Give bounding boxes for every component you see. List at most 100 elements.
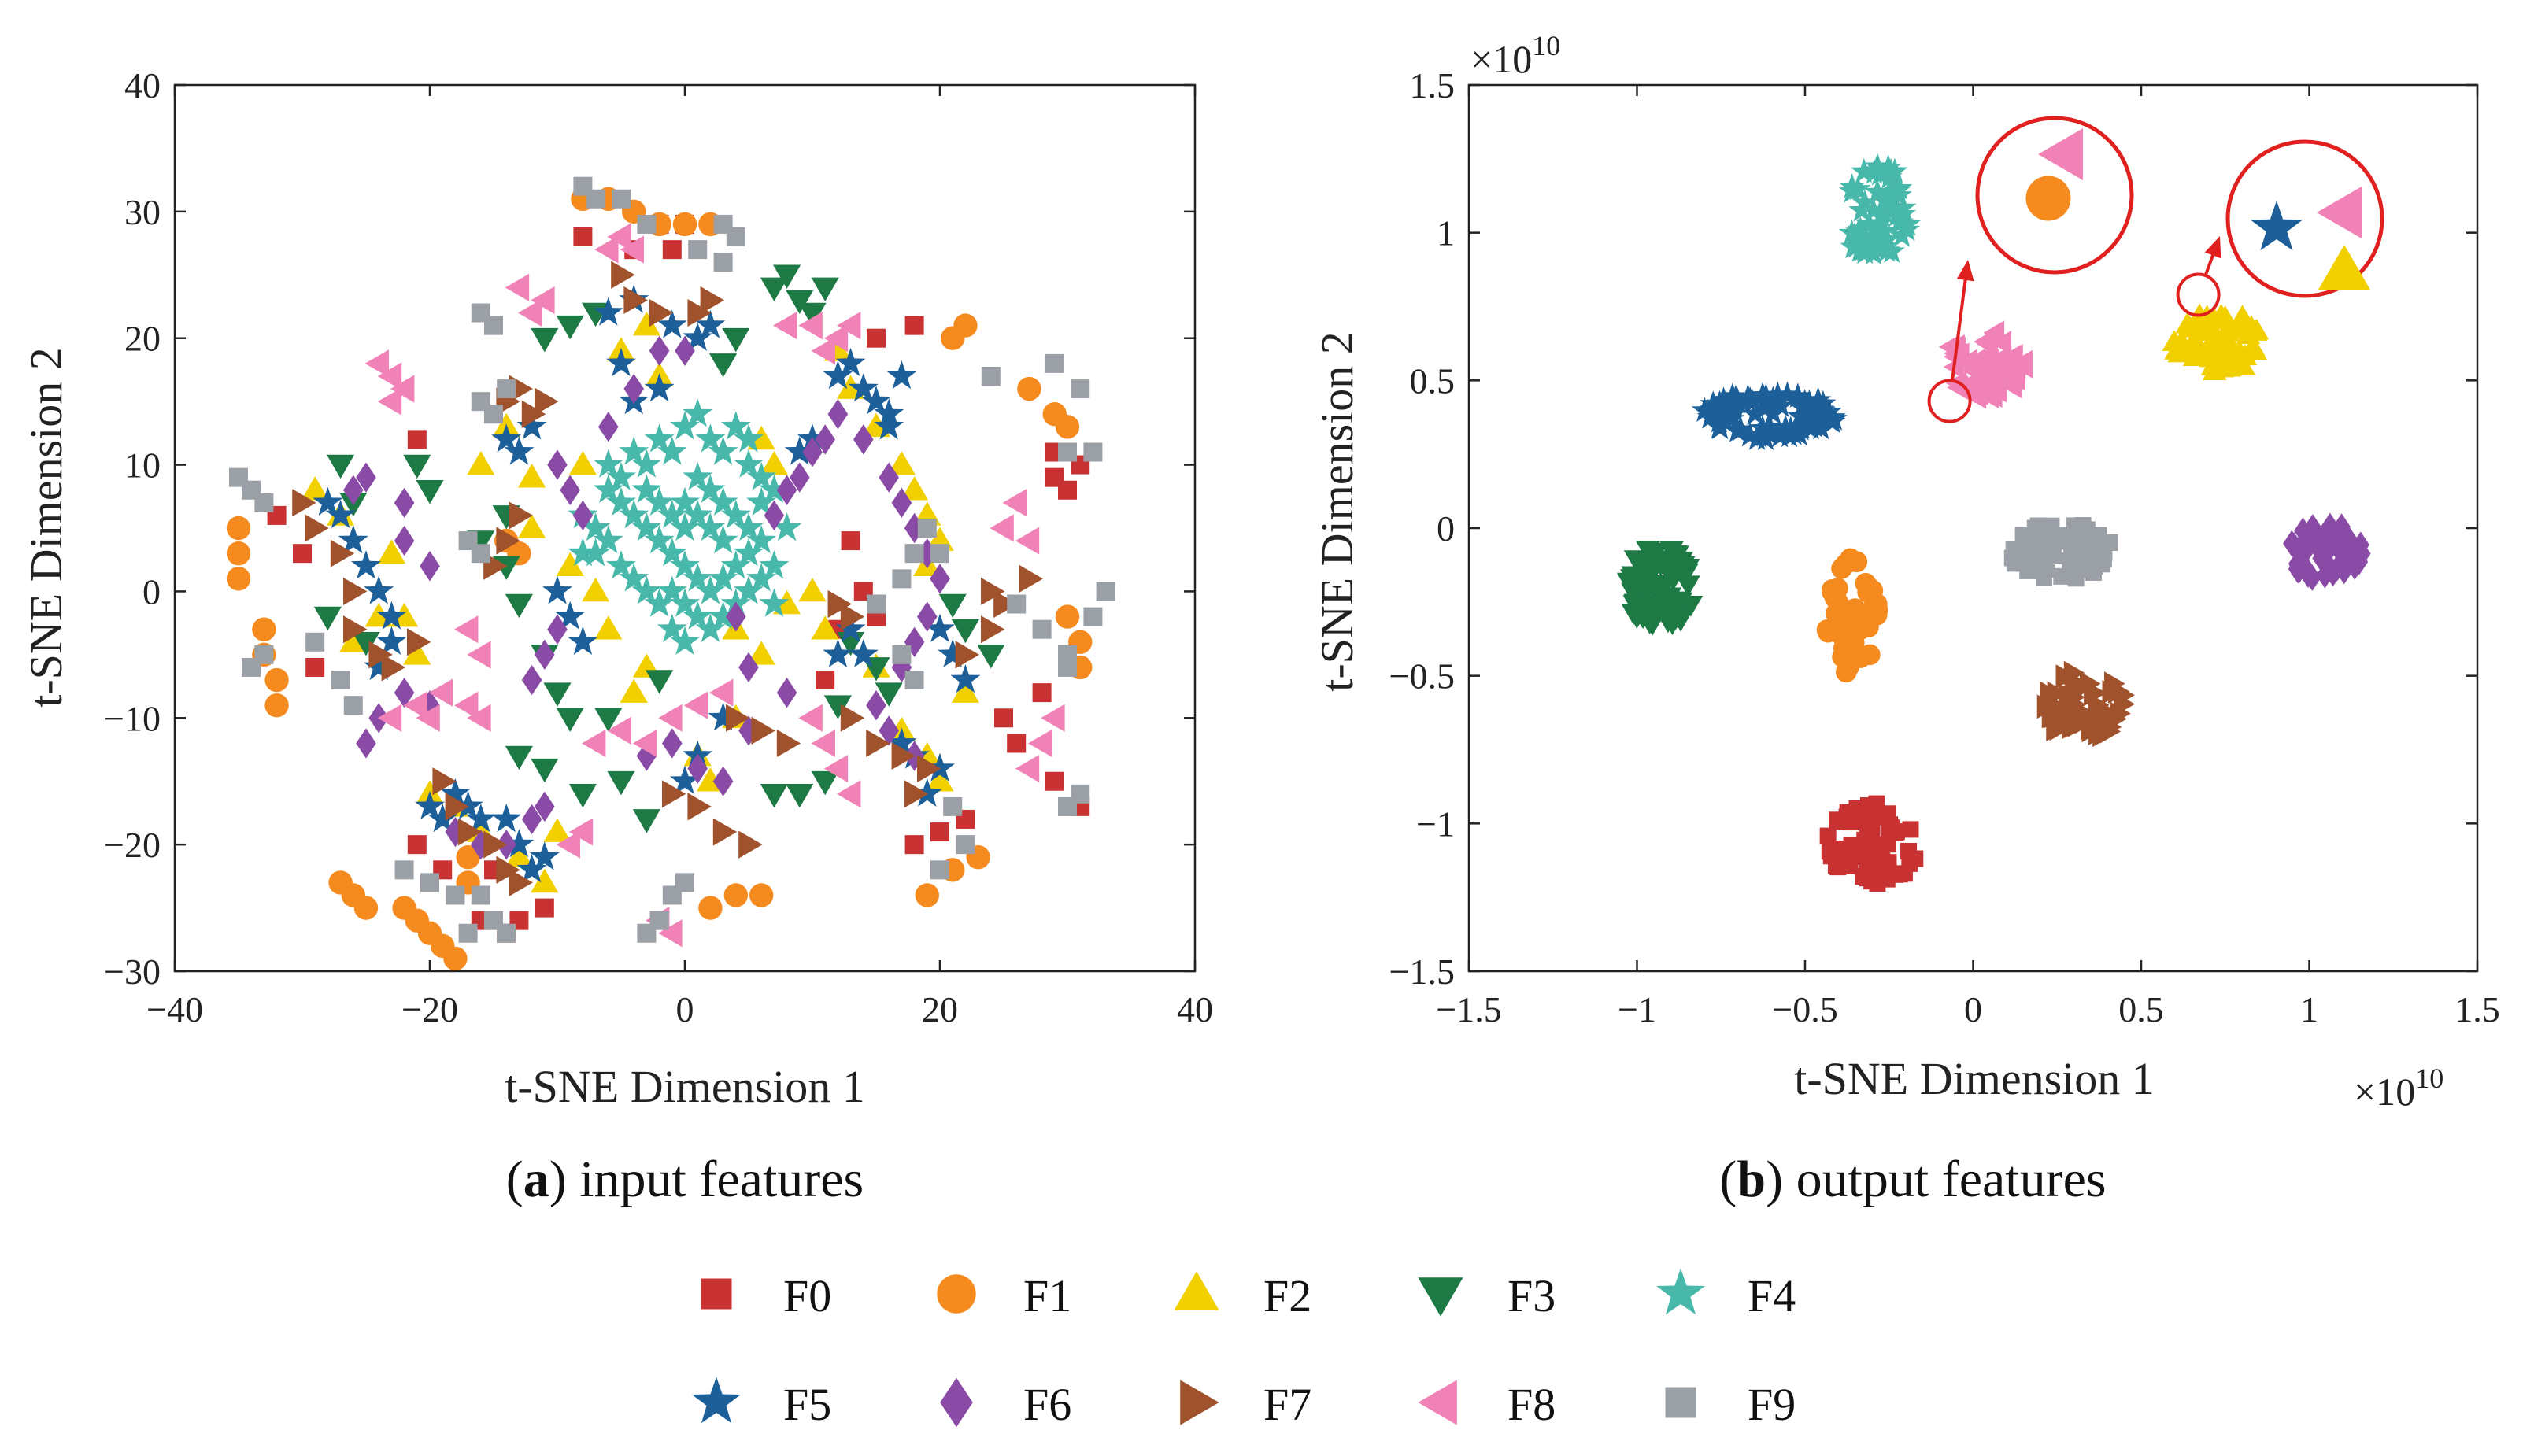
point-f7 <box>700 286 724 315</box>
point-f3 <box>760 784 788 808</box>
point-f6 <box>802 437 823 467</box>
point-f4 <box>644 525 675 554</box>
point-f4 <box>1848 236 1876 262</box>
point-f4 <box>1864 153 1891 179</box>
point-f5 <box>1801 412 1828 438</box>
point-f8 <box>2004 357 2026 382</box>
point-f9 <box>904 671 924 690</box>
point-f8 <box>1002 489 1027 517</box>
point-f9 <box>2036 569 2053 586</box>
point-f7 <box>981 577 1005 606</box>
point-f9 <box>343 696 363 715</box>
point-f3 <box>327 454 355 479</box>
point-f4 <box>720 499 751 529</box>
point-f2 <box>798 577 827 602</box>
point-f2 <box>518 514 546 538</box>
point-f3 <box>1666 591 1691 613</box>
point-f4 <box>759 588 790 617</box>
point-f4 <box>746 461 777 490</box>
panel-b-xtick-label: 0 <box>1964 989 1982 1029</box>
point-f7 <box>368 641 393 669</box>
point-f7 <box>292 489 316 517</box>
point-f5 <box>325 499 356 529</box>
point-f3 <box>773 264 801 289</box>
point-f7 <box>891 741 916 770</box>
point-f9 <box>930 544 949 564</box>
point-f8 <box>658 704 683 732</box>
point-f6 <box>598 412 619 442</box>
point-f9 <box>497 923 516 943</box>
point-f4 <box>708 601 738 630</box>
point-f9 <box>458 923 478 943</box>
point-f9 <box>930 860 949 880</box>
point-f5 <box>1785 382 1811 408</box>
point-f1 <box>1844 598 1866 619</box>
point-f4 <box>670 550 700 579</box>
point-f6 <box>521 804 542 835</box>
point-f6 <box>2332 519 2350 547</box>
panel-a-ylabel: t-SNE Dimension 2 <box>20 347 72 708</box>
point-f9 <box>612 189 631 209</box>
zoom-marker-f5 <box>2250 201 2303 251</box>
point-f8 <box>620 235 644 264</box>
point-f3 <box>568 784 597 808</box>
point-f1 <box>264 693 289 718</box>
point-f3 <box>1621 604 1646 625</box>
point-f2 <box>556 552 584 577</box>
point-f6 <box>535 639 555 671</box>
panel-a-xtick-label: −40 <box>146 989 203 1029</box>
point-f4 <box>771 512 802 541</box>
point-f5 <box>861 386 891 415</box>
legend-item-f9: F9 <box>1665 1379 1796 1430</box>
panel-b-x-multiplier: ×1010 <box>2354 1062 2443 1114</box>
point-f2 <box>2188 336 2212 358</box>
panel-b-caption: (b) output features <box>1719 1151 2106 1208</box>
point-f3 <box>531 758 559 783</box>
point-f3 <box>1675 575 1700 597</box>
point-f7 <box>2098 714 2119 739</box>
point-f6 <box>764 500 785 531</box>
point-f7 <box>751 716 775 745</box>
point-f5 <box>1706 407 1733 433</box>
point-f4 <box>683 499 713 529</box>
zoom-marker-f2 <box>2318 245 2370 290</box>
point-f4 <box>1864 178 1891 204</box>
panel-a-ytick-label: 40 <box>124 65 161 105</box>
point-f9 <box>2019 562 2036 579</box>
point-f7 <box>2061 715 2083 740</box>
point-f8 <box>416 704 440 732</box>
point-f2 <box>926 767 954 792</box>
point-f5 <box>1819 404 1846 429</box>
point-f7 <box>738 830 763 859</box>
point-f8 <box>709 678 734 707</box>
point-f0 <box>994 708 1013 728</box>
point-f4 <box>657 575 687 604</box>
point-f4 <box>1857 225 1884 251</box>
legend-item-f6: F6 <box>940 1377 1071 1430</box>
point-f0 <box>1863 819 1881 836</box>
point-f6 <box>394 487 415 519</box>
point-f5 <box>542 575 572 604</box>
point-f5 <box>938 638 968 667</box>
point-f5 <box>1759 400 1786 425</box>
point-f7 <box>981 615 1005 644</box>
point-f1 <box>749 883 774 907</box>
point-f0 <box>1879 836 1896 853</box>
point-f8 <box>2001 374 2022 399</box>
point-f9 <box>1083 607 1103 626</box>
legend-item-f7: F7 <box>1180 1379 1311 1430</box>
legend-marker-f6 <box>940 1377 973 1428</box>
point-f3 <box>977 645 1005 669</box>
point-f0 <box>1045 771 1064 791</box>
point-f4 <box>683 461 713 490</box>
point-f7 <box>2088 693 2110 718</box>
point-f0 <box>535 898 554 918</box>
point-f0 <box>1834 852 1851 869</box>
legend-item-f1: F1 <box>937 1270 1071 1321</box>
panel-b-xtick-label: −1.5 <box>1436 989 1501 1029</box>
point-f8 <box>1986 348 2008 373</box>
point-f4 <box>670 588 700 617</box>
point-f3 <box>823 695 852 719</box>
point-f3 <box>632 809 660 833</box>
